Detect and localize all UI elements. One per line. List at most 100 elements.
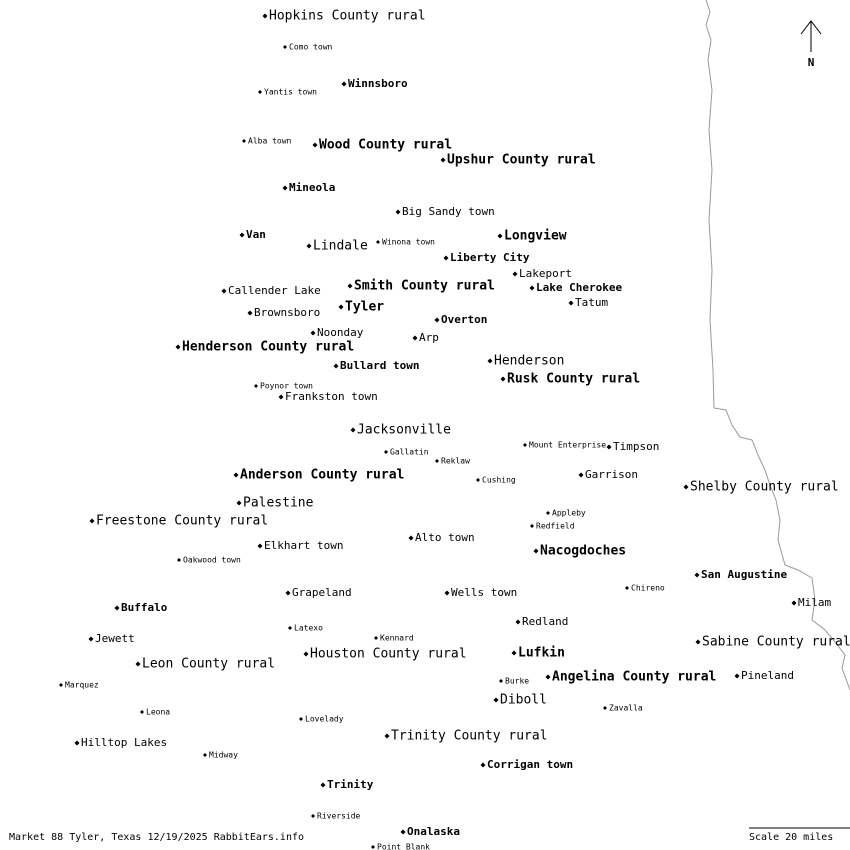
place-label: Smith County rural	[354, 279, 495, 294]
place-label: Hopkins County rural	[269, 9, 426, 24]
place-label: Mount Enterprise	[529, 441, 606, 450]
place-marker	[515, 619, 521, 625]
place-label: Liberty City	[450, 251, 530, 264]
place-label: Freestone County rural	[96, 514, 268, 529]
place-label: Hilltop Lakes	[81, 736, 167, 749]
place-label: Upshur County rural	[447, 153, 596, 168]
place-marker	[135, 661, 141, 667]
place-marker	[221, 288, 227, 294]
place-marker	[233, 472, 239, 478]
place-marker	[440, 157, 446, 163]
place-label: Mineola	[289, 181, 335, 194]
place-marker	[350, 427, 356, 433]
place-label: Midway	[209, 751, 238, 760]
place-marker	[444, 590, 450, 596]
place-marker	[140, 710, 144, 714]
place-label: Grapeland	[292, 586, 352, 599]
place-marker	[434, 317, 440, 323]
place-label: Riverside	[317, 812, 361, 821]
place-marker	[236, 500, 242, 506]
place-marker	[568, 300, 574, 306]
place-label: Corrigan town	[487, 758, 573, 771]
place-marker	[476, 478, 480, 482]
place-label: Winona town	[382, 238, 435, 247]
place-marker	[288, 626, 292, 630]
place-label: Tyler	[345, 300, 384, 315]
place-marker	[376, 240, 380, 244]
place-marker	[694, 572, 700, 578]
place-label: Winnsboro	[348, 77, 408, 90]
place-marker	[242, 139, 246, 143]
place-marker	[312, 142, 318, 148]
place-label: Arp	[419, 331, 439, 344]
place-marker	[408, 535, 414, 541]
place-marker	[791, 600, 797, 606]
place-marker	[278, 394, 284, 400]
place-label: Tatum	[575, 296, 608, 309]
place-label: Diboll	[500, 693, 547, 708]
place-marker	[177, 558, 181, 562]
place-marker	[412, 335, 418, 341]
place-label: Lindale	[313, 239, 368, 254]
place-marker	[239, 232, 245, 238]
place-marker	[533, 548, 539, 554]
state-boundary	[705, 0, 850, 691]
place-marker	[341, 81, 347, 87]
place-label: Buffalo	[121, 601, 168, 614]
place-label: Nacogdoches	[540, 544, 626, 559]
place-label: Latexo	[294, 624, 323, 633]
place-marker	[530, 524, 534, 528]
place-marker	[88, 636, 94, 642]
place-marker	[523, 443, 527, 447]
place-marker	[333, 363, 339, 369]
north-arrow-head	[800, 20, 822, 35]
place-label: Leon County rural	[142, 657, 275, 672]
place-marker	[320, 782, 326, 788]
place-marker	[114, 605, 120, 611]
place-label: Lakeport	[519, 267, 572, 280]
place-marker	[258, 90, 262, 94]
place-label: Yantis town	[264, 88, 317, 97]
north-label: N	[808, 56, 815, 69]
place-marker	[683, 484, 689, 490]
place-marker	[500, 376, 506, 382]
place-marker	[299, 717, 303, 721]
place-marker	[511, 650, 517, 656]
place-marker	[578, 472, 584, 478]
place-label: Wood County rural	[319, 138, 452, 153]
place-label: Point Blank	[377, 843, 430, 850]
place-label: Frankston town	[285, 390, 378, 403]
place-label: Jacksonville	[357, 423, 451, 438]
place-marker	[283, 45, 287, 49]
place-label: Henderson County rural	[182, 340, 354, 355]
place-label: Big Sandy town	[402, 205, 495, 218]
place-label: Kennard	[380, 634, 414, 643]
place-label: Appleby	[552, 509, 586, 518]
place-marker	[59, 683, 63, 687]
place-label: Wells town	[451, 586, 517, 599]
place-label: Alto town	[415, 531, 475, 544]
place-marker	[285, 590, 291, 596]
place-label: Henderson	[494, 354, 564, 369]
place-marker	[303, 651, 309, 657]
place-label: Oakwood town	[183, 556, 241, 565]
place-label: Redland	[522, 615, 568, 628]
place-marker	[347, 283, 353, 289]
place-marker	[499, 679, 503, 683]
place-marker	[546, 511, 550, 515]
place-label: Lovelady	[305, 715, 344, 724]
place-label: Gallatin	[390, 448, 429, 457]
place-marker	[695, 639, 701, 645]
place-label: Marquez	[65, 681, 99, 690]
place-marker	[603, 706, 607, 710]
place-marker	[310, 330, 316, 336]
place-marker	[512, 271, 518, 277]
place-marker	[625, 586, 629, 590]
place-label: Brownsboro	[254, 306, 320, 319]
place-marker	[497, 233, 503, 239]
place-marker	[443, 255, 449, 261]
place-marker	[384, 733, 390, 739]
place-marker	[480, 762, 486, 768]
place-marker	[374, 636, 378, 640]
